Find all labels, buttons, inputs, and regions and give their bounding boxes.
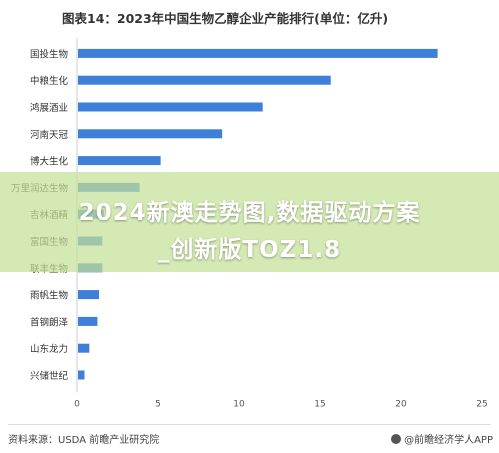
category-label: 山东龙力 [30, 343, 68, 355]
chart-title: 图表14：2023年中国生物乙醇企业产能排行(单位：亿升) [62, 11, 389, 26]
bar [78, 343, 90, 353]
bar [78, 156, 161, 166]
brand-credit-text: @前瞻经济学人APP [404, 435, 493, 446]
category-label: 国投生物 [30, 48, 69, 60]
banner-headline: 2024新澳走势图,数据驱动方案 [78, 200, 421, 226]
footer: 资料来源：USDA 前瞻产业研究院 @前瞻经济学人APP [0, 424, 499, 453]
bar [78, 102, 263, 112]
bar [78, 129, 223, 139]
source-note: 资料来源：USDA 前瞻产业研究院 [8, 435, 160, 446]
x-tick-label: 15 [314, 399, 325, 409]
x-tick-label: 10 [233, 399, 245, 409]
brand-credit: @前瞻经济学人APP [391, 431, 493, 446]
x-tick-label: 5 [155, 399, 161, 409]
category-label: 河南天冠 [30, 129, 69, 141]
bar [78, 290, 100, 300]
x-tick-label: 0 [74, 399, 80, 409]
bar [78, 370, 85, 380]
category-label: 鸿展酒业 [30, 102, 68, 114]
brand-logo-icon [391, 434, 402, 444]
x-tick-label: 25 [476, 399, 487, 409]
bar [78, 75, 331, 85]
category-label: 中粮生化 [30, 75, 69, 87]
x-tick-label: 20 [395, 399, 407, 409]
chart-badge-icon [14, 7, 54, 25]
title-bar: 图表14：2023年中国生物乙醇企业产能排行(单位：亿升) [0, 0, 499, 34]
category-label: 兴储世纪 [30, 370, 69, 382]
promo-banner[interactable]: 2024新澳走势图,数据驱动方案 _创新版TOZ1.8 [0, 172, 499, 272]
banner-subline: _创新版TOZ1.8 [157, 237, 342, 263]
category-label: 博大生化 [30, 156, 69, 168]
category-label: 首钢朗泽 [30, 316, 69, 328]
bar [78, 316, 98, 326]
footer-divider [8, 424, 491, 425]
category-label: 雨帆生物 [30, 290, 69, 302]
bar [78, 48, 438, 58]
